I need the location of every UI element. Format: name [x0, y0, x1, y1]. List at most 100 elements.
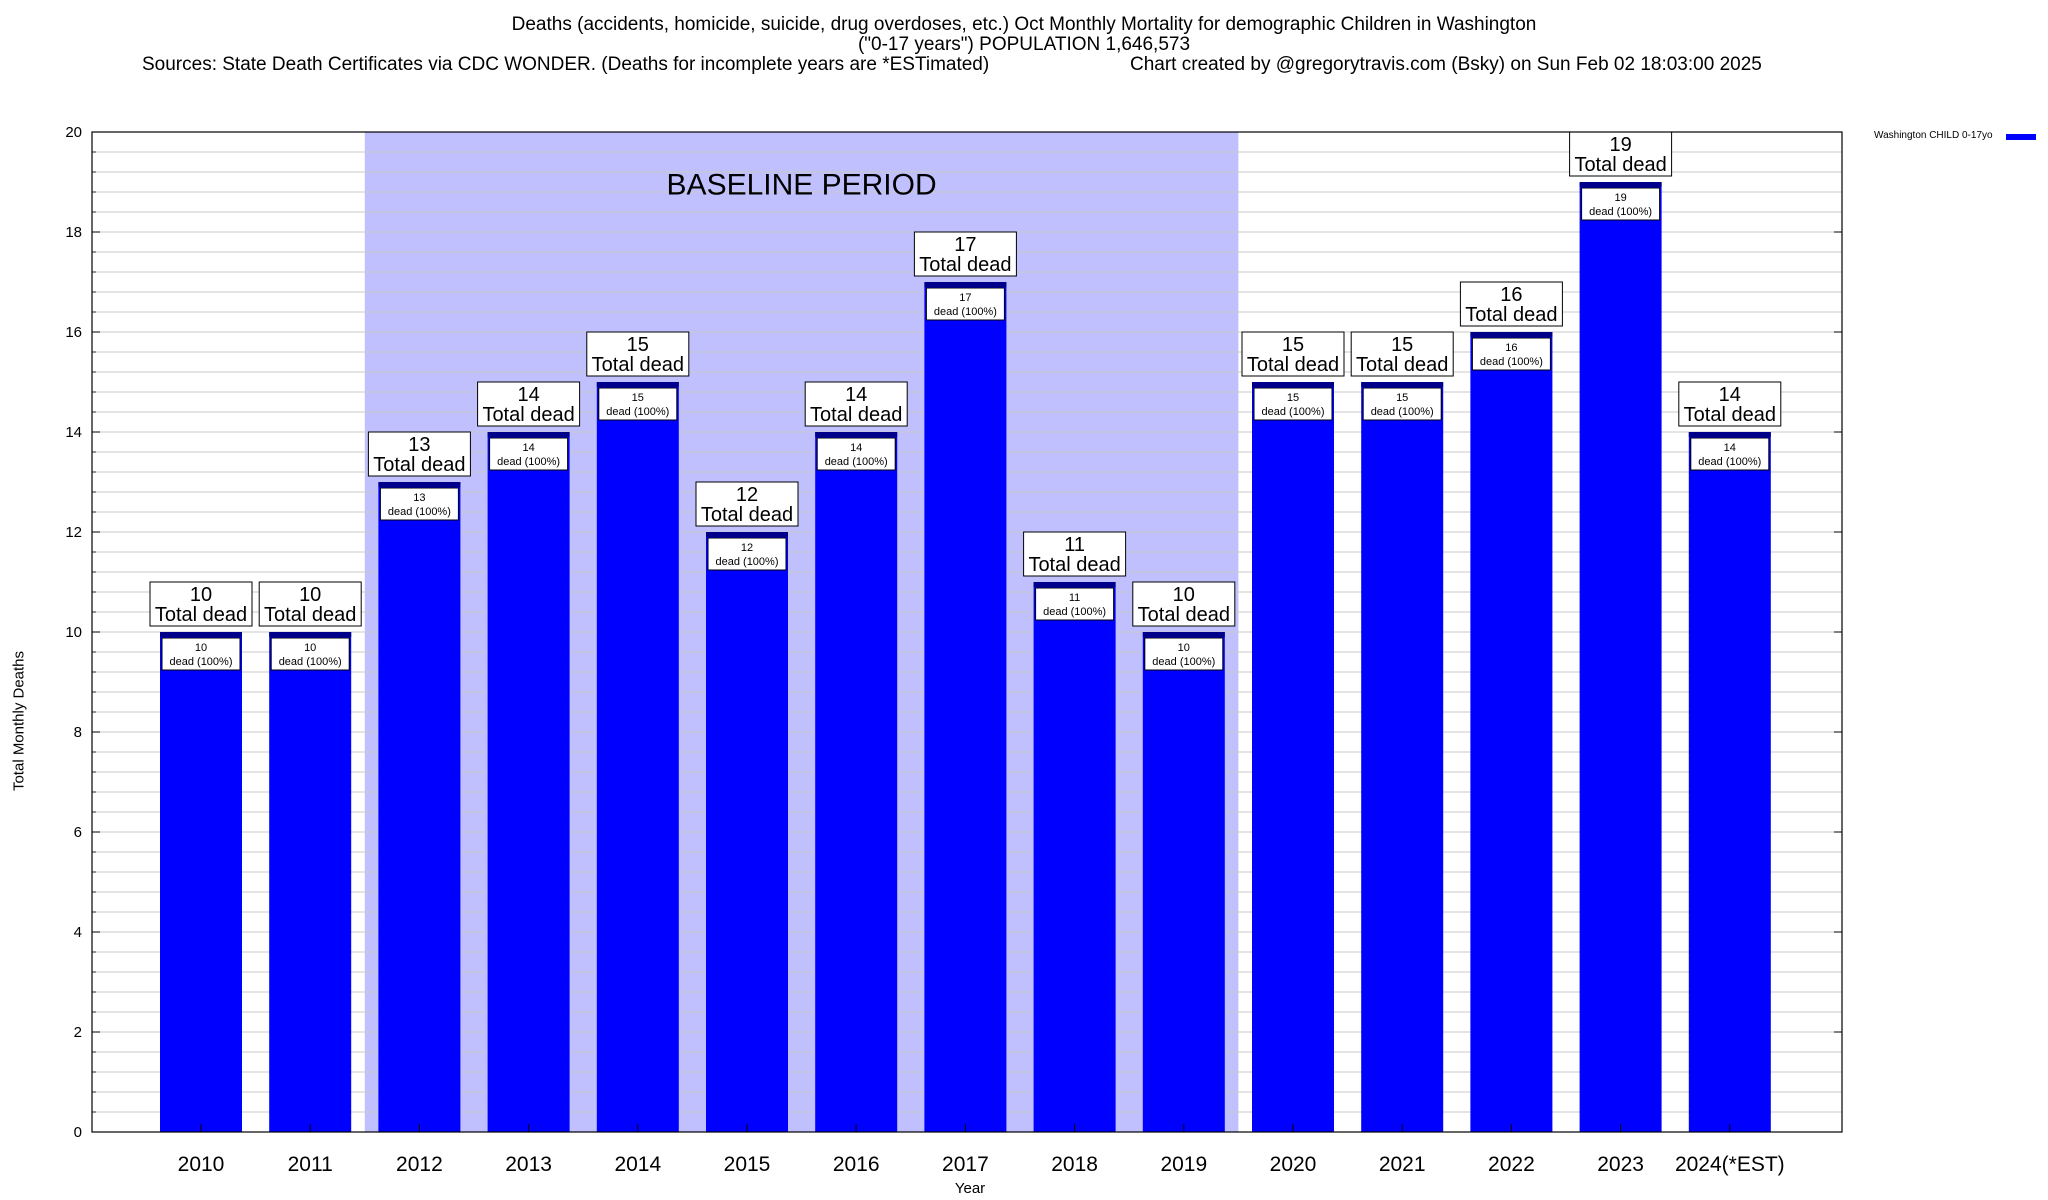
y-tick-label: 6	[74, 824, 82, 841]
inner-label-value: 14	[522, 442, 534, 454]
legend-swatch	[2006, 134, 2036, 140]
total-label-value: 15	[1391, 334, 1413, 356]
total-label-value: 12	[736, 484, 758, 506]
bar	[1688, 432, 1771, 1132]
total-label-value: 10	[1173, 584, 1195, 606]
bar-cap	[378, 482, 461, 487]
total-label-text: Total dead	[264, 604, 356, 626]
y-tick-label: 2	[74, 1024, 82, 1041]
inner-label-text: dead (100%)	[170, 656, 233, 668]
inner-label-value: 14	[850, 442, 862, 454]
total-label-box	[1569, 131, 1673, 177]
inner-label-text: dead (100%)	[279, 656, 342, 668]
bar	[160, 632, 242, 1132]
total-label-box	[1678, 381, 1782, 427]
total-label-box	[477, 381, 581, 427]
total-label-value: 14	[1719, 384, 1741, 406]
total-label-value: 16	[1500, 284, 1522, 306]
inner-label-value: 13	[413, 492, 425, 504]
y-tick-label: 12	[65, 524, 82, 541]
bar-cap	[596, 382, 679, 387]
bar	[1252, 382, 1334, 1132]
total-label-value: 19	[1609, 134, 1631, 156]
legend-entry-label: Washington CHILD 0-17yo	[1874, 130, 1993, 141]
inner-label-text: dead (100%)	[1589, 206, 1652, 218]
inner-label-box	[1253, 387, 1333, 421]
x-tick-label: 2016	[833, 1153, 880, 1176]
bar-cap	[1361, 382, 1444, 387]
bar	[706, 532, 788, 1132]
inner-label-box	[161, 637, 241, 671]
y-tick-label: 10	[65, 624, 82, 641]
bar-cap	[487, 432, 570, 437]
inner-label-value: 10	[304, 642, 316, 654]
bar-cap	[1033, 582, 1116, 587]
total-label-value: 14	[517, 384, 539, 406]
total-label-value: 11	[1064, 534, 1085, 556]
total-label-box	[913, 231, 1017, 277]
inner-label-text: dead (100%)	[1262, 406, 1325, 418]
y-axis-label: Total Monthly Deaths	[10, 650, 28, 792]
x-tick-label: 2015	[724, 1153, 771, 1176]
y-tick-label: 8	[74, 724, 82, 741]
chart-subtitle: ("0-17 years") POPULATION 1,646,573	[857, 34, 1191, 55]
inner-label-value: 15	[632, 392, 644, 404]
inner-label-text: dead (100%)	[497, 456, 560, 468]
inner-label-text: dead (100%)	[606, 406, 669, 418]
total-label-box	[1459, 281, 1563, 327]
x-tick-label: 2022	[1488, 1153, 1535, 1176]
bar	[1470, 332, 1553, 1132]
x-tick-label: 2024(*EST)	[1675, 1153, 1785, 1176]
total-label-text: Total dead	[592, 354, 684, 376]
inner-label-box	[489, 437, 569, 471]
x-tick-label: 2019	[1160, 1153, 1207, 1176]
inner-label-box	[598, 387, 678, 421]
inner-label-value: 15	[1287, 392, 1299, 404]
bar-cap	[160, 632, 242, 637]
x-tick-label: 2021	[1379, 1153, 1426, 1176]
total-label-box	[1132, 581, 1236, 627]
total-label-box	[586, 331, 690, 377]
total-label-box	[367, 431, 471, 477]
x-tick-label: 2010	[178, 1153, 225, 1176]
total-label-value: 17	[954, 234, 976, 256]
total-label-box	[258, 581, 362, 627]
x-axis-label: Year	[954, 1180, 986, 1197]
bar	[596, 382, 679, 1132]
x-tick-label: 2011	[288, 1153, 333, 1176]
total-label-text: Total dead	[482, 404, 574, 426]
total-label-text: Total dead	[1247, 354, 1339, 376]
y-tick-label: 20	[65, 124, 82, 141]
bar-cap	[269, 632, 352, 637]
bar	[487, 432, 570, 1132]
inner-label-box	[270, 637, 350, 671]
inner-label-value: 12	[741, 542, 753, 554]
y-tick-label: 14	[65, 424, 82, 441]
inner-label-value: 10	[195, 642, 207, 654]
inner-label-value: 17	[959, 292, 971, 304]
inner-label-text: dead (100%)	[1043, 606, 1106, 618]
total-label-box	[149, 581, 253, 627]
x-tick-label: 2013	[505, 1153, 552, 1176]
x-tick-label: 2023	[1597, 1153, 1644, 1176]
inner-label-text: dead (100%)	[1152, 656, 1215, 668]
x-tick-label: 2020	[1270, 1153, 1317, 1176]
bar	[1033, 582, 1116, 1132]
bar-cap	[1142, 632, 1225, 637]
inner-label-box	[1035, 587, 1115, 621]
total-label-text: Total dead	[810, 404, 902, 426]
total-label-box	[695, 481, 799, 527]
chart-sources: Sources: State Death Certificates via CD…	[142, 54, 990, 75]
total-label-text: Total dead	[1028, 554, 1120, 576]
inner-label-box	[925, 287, 1005, 321]
total-label-value: 15	[627, 334, 649, 356]
inner-label-box	[1690, 437, 1770, 471]
total-label-text: Total dead	[1356, 354, 1448, 376]
bar	[269, 632, 352, 1132]
total-label-text: Total dead	[1465, 304, 1557, 326]
bar-cap	[1579, 182, 1662, 187]
inner-label-box	[816, 437, 896, 471]
bar-cap	[924, 282, 1007, 287]
inner-label-box	[1471, 337, 1551, 371]
bar	[1579, 182, 1662, 1132]
